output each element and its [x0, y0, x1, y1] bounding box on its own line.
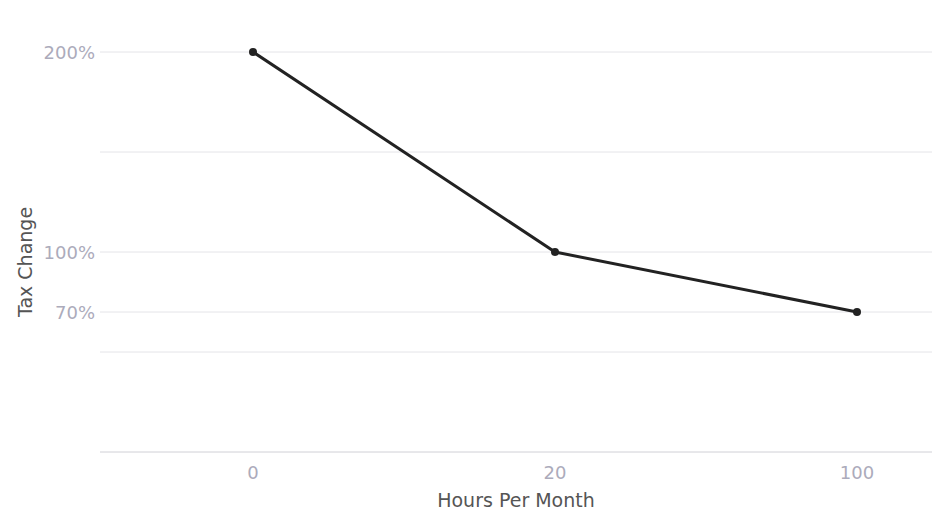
- chart-svg: 70% 100% 200% 0 20 100 Hours Per Month Tax Chan…: [0, 0, 934, 525]
- y-tick-label: 200%: [44, 42, 95, 63]
- chart-container: 70% 100% 200% 0 20 100 Hours Per Month Tax Chan…: [0, 0, 934, 525]
- data-point: [249, 48, 257, 56]
- data-point: [551, 248, 559, 256]
- grid-line: [100, 52, 932, 53]
- x-tick-label: 0: [247, 462, 258, 483]
- grid-line: [100, 252, 932, 253]
- data-line: [253, 52, 857, 312]
- y-tick-label: 100%: [44, 242, 95, 263]
- y-axis-title: Tax Change: [14, 207, 36, 318]
- data-point: [853, 308, 861, 316]
- grid: [100, 52, 932, 452]
- data-layer: [249, 48, 861, 316]
- x-tick-label: 100: [840, 462, 874, 483]
- y-tick-label: 70%: [55, 302, 95, 323]
- x-axis-title: Hours Per Month: [437, 489, 595, 511]
- grid-line: [100, 452, 932, 453]
- x-tick-label: 20: [544, 462, 567, 483]
- grid-line: [100, 352, 932, 353]
- grid-line: [100, 312, 932, 313]
- grid-line: [100, 152, 932, 153]
